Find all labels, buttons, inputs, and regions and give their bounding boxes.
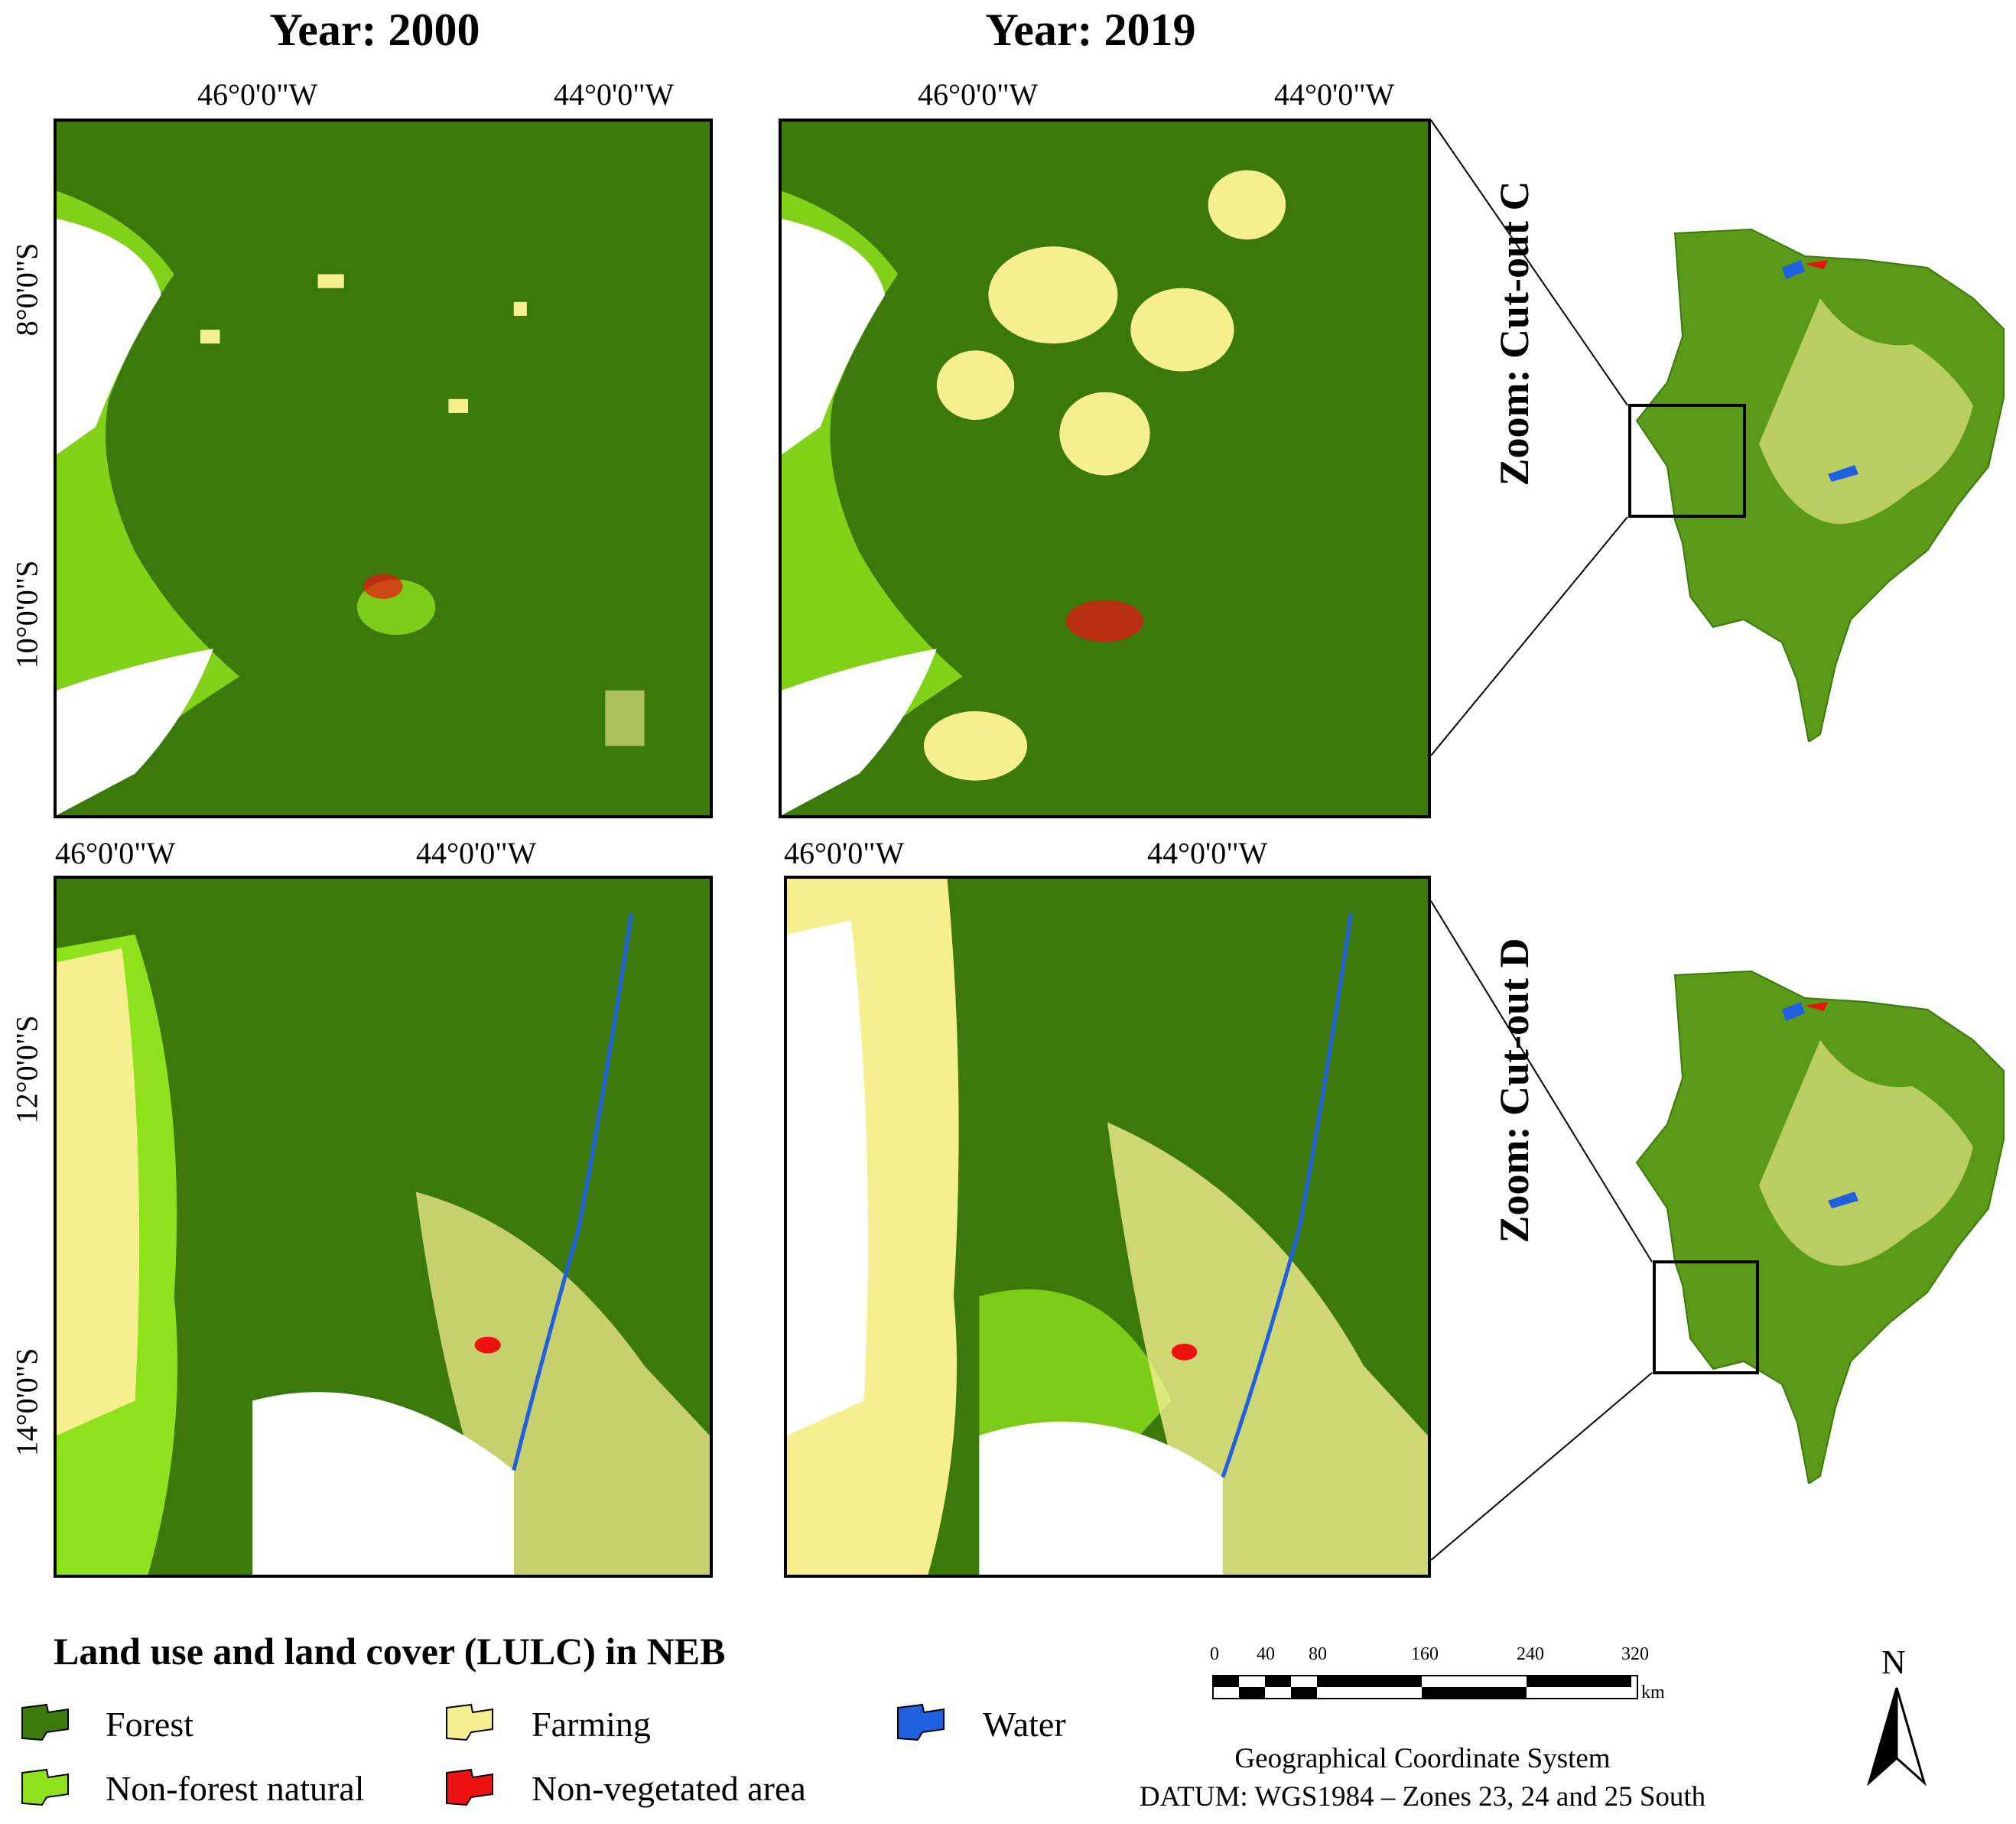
- scale-tick-80: 80: [1309, 1644, 1327, 1664]
- non-vegetated-swatch: [446, 1768, 493, 1806]
- legend-label-non-vegetated: Non-vegetated area: [532, 1769, 806, 1808]
- column-title-2000: Year: 2000: [269, 5, 480, 55]
- map-panel-c-2019: [779, 119, 1431, 818]
- overview-map-d: [1591, 956, 2011, 1485]
- map-panel-c-2000: [54, 119, 713, 818]
- legend-item-water: [895, 1702, 947, 1745]
- lon-tick-46w-top-right: 46°0'0"W: [918, 77, 1039, 112]
- lon-tick-44w-bottom-left: 44°0'0"W: [416, 836, 537, 870]
- legend-title: Land use and land cover (LULC) in NEB: [54, 1630, 726, 1673]
- lon-tick-46w-top-left: 46°0'0"W: [197, 77, 318, 112]
- legend-label-farming: Farming: [532, 1705, 651, 1744]
- scale-tick-40: 40: [1257, 1644, 1275, 1664]
- coordinate-system-line1: Geographical Coordinate System: [1234, 1743, 1611, 1774]
- scale-tick-240: 240: [1517, 1644, 1544, 1664]
- north-arrow-label: N: [1881, 1644, 1906, 1681]
- map-d-2000-raster: [57, 879, 710, 1575]
- farming-swatch: [446, 1703, 493, 1741]
- map-c-2000-raster: [57, 122, 710, 815]
- scale-tick-0: 0: [1210, 1644, 1219, 1664]
- scale-unit: km: [1641, 1683, 1665, 1702]
- overview-box-c: [1628, 404, 1746, 518]
- scale-bar: [1212, 1675, 1638, 1699]
- lon-tick-44w-top-right: 44°0'0"W: [1274, 77, 1395, 112]
- scale-tick-320: 320: [1621, 1644, 1649, 1664]
- legend-item-non-vegetated: [444, 1767, 496, 1810]
- legend-label-forest: Forest: [106, 1705, 193, 1744]
- legend-item-farming: [444, 1702, 496, 1745]
- water-swatch: [897, 1703, 945, 1741]
- non-forest-natural-swatch: [21, 1768, 69, 1806]
- legend-item-non-forest-natural: [19, 1767, 71, 1810]
- map-panel-d-2000: [54, 876, 713, 1578]
- map-c-2019-raster: [782, 122, 1428, 815]
- lon-tick-44w-bottom-right: 44°0'0"W: [1147, 836, 1268, 870]
- lon-tick-46w-bottom-right: 46°0'0"W: [784, 836, 905, 870]
- overview-map-c-shape: [1628, 228, 2005, 743]
- forest-swatch: [21, 1703, 69, 1741]
- overview-map-c: [1591, 214, 2011, 743]
- overview-map-d-shape: [1635, 970, 2005, 1485]
- map-d-2019-raster: [787, 879, 1428, 1575]
- column-title-2019: Year: 2019: [985, 5, 1196, 55]
- legend-item-forest: [19, 1702, 71, 1745]
- lon-tick-44w-top-left: 44°0'0"W: [554, 77, 675, 112]
- lon-tick-46w-bottom-left: 46°0'0"W: [55, 836, 176, 870]
- overview-box-d: [1653, 1260, 1759, 1374]
- north-arrow-icon: [1867, 1687, 1927, 1786]
- scale-tick-160: 160: [1411, 1644, 1439, 1664]
- legend-label-water: Water: [983, 1705, 1066, 1744]
- map-panel-d-2019: [784, 876, 1431, 1578]
- legend-label-non-forest-natural: Non-forest natural: [106, 1769, 365, 1808]
- coordinate-system-line2: DATUM: WGS1984 – Zones 23, 24 and 25 Sou…: [1139, 1781, 1706, 1813]
